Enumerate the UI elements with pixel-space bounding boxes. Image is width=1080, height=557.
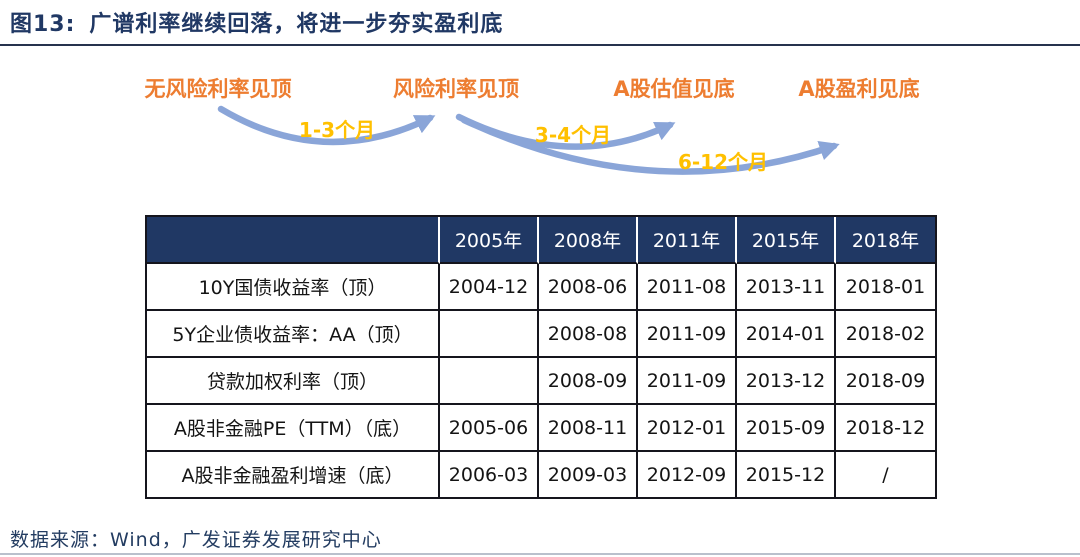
date-cell: 2011-09 <box>638 311 737 358</box>
date-cell: 2004-12 <box>440 264 539 311</box>
date-cell: 2012-09 <box>638 452 737 497</box>
date-cell: 2018-01 <box>836 264 935 311</box>
curved-arrow-icon-1-3-months <box>217 105 436 146</box>
table-row: A股非金融PE（TTM）（底） 2005-06 2008-11 2012-01 2015… <box>147 405 935 452</box>
corner-header-cell <box>147 217 440 264</box>
year-column-header: 2008年 <box>539 217 638 264</box>
date-cell: 2011-08 <box>638 264 737 311</box>
date-cell: 2005-06 <box>440 405 539 452</box>
figure-number-label: 图13: <box>10 12 76 37</box>
lag-label-1-3-months: 1-3个月 <box>298 118 376 142</box>
table-row: 10Y国债收益率（顶） 2004-12 2008-06 2011-08 2013-11 2… <box>147 264 935 311</box>
indicator-row-label: 10Y国债收益率（顶） <box>147 264 440 311</box>
stage-risk-rate-peak: 风险利率见顶 <box>393 77 519 101</box>
date-cell: 2008-09 <box>539 358 638 405</box>
table-body: 10Y国债收益率（顶） 2004-12 2008-06 2011-08 2013-11 2… <box>147 264 935 497</box>
date-cell: 2018-12 <box>836 405 935 452</box>
rate-cycle-table: 2005年 2008年 2011年 2015年 2018年 10Y国债收益率（顶） 200… <box>145 215 937 499</box>
date-cell: 2015-12 <box>737 452 836 497</box>
curved-arrow-icon-6-12-months <box>460 116 840 175</box>
date-cell <box>440 358 539 405</box>
date-cell: 2015-09 <box>737 405 836 452</box>
title-divider-line <box>0 44 1080 46</box>
date-cell: 2014-01 <box>737 311 836 358</box>
date-cell: 2008-06 <box>539 264 638 311</box>
table-head: 2005年 2008年 2011年 2015年 2018年 <box>147 217 935 264</box>
indicator-row-label: A股非金融PE（TTM）（底） <box>147 405 440 452</box>
year-column-header: 2011年 <box>638 217 737 264</box>
data-source-note: 数据来源：Wind，广发证券发展研究中心 <box>10 529 382 551</box>
stage-a-share-valuation-bottom: A股估值见底 <box>613 77 735 101</box>
date-cell: 2013-11 <box>737 264 836 311</box>
date-cell: 2018-02 <box>836 311 935 358</box>
date-cell: 2008-08 <box>539 311 638 358</box>
year-column-header: 2005年 <box>440 217 539 264</box>
table-head-row: 2005年 2008年 2011年 2015年 2018年 <box>147 217 935 264</box>
date-cell: 2009-03 <box>539 452 638 497</box>
rate-cycle-flow-diagram: 无风险利率见顶 风险利率见顶 A股估值见底 A股盈利见底 1-3个月 3-4个月… <box>0 48 1080 213</box>
stage-riskfree-rate-peak: 无风险利率见顶 <box>144 77 292 101</box>
flow-arrows-layer <box>217 105 840 175</box>
indicator-row-label: 5Y企业债收益率：AA（顶） <box>147 311 440 358</box>
figure-title-text: 广谱利率继续回落，将进一步夯实盈利底 <box>89 12 504 37</box>
indicator-row-label: 贷款加权利率（顶） <box>147 358 440 405</box>
stage-a-share-earnings-bottom: A股盈利见底 <box>798 77 920 101</box>
date-cell <box>440 311 539 358</box>
date-cell: / <box>882 463 889 486</box>
table-row: A股非金融盈利增速（底） 2006-03 2009-03 2012-09 2015-12… <box>147 452 935 497</box>
indicator-row-label: A股非金融盈利增速（底） <box>147 452 440 497</box>
lag-label-6-12-months: 6-12个月 <box>677 150 769 174</box>
year-column-header: 2018年 <box>836 217 935 264</box>
date-cell: 2011-09 <box>638 358 737 405</box>
date-cell: 2013-12 <box>737 358 836 405</box>
date-cell: 2012-01 <box>638 405 737 452</box>
table-row: 5Y企业债收益率：AA（顶） 2008-08 2011-09 2014-01 2018-… <box>147 311 935 358</box>
date-cell: 2018-09 <box>836 358 935 405</box>
table-row: 贷款加权利率（顶） 2008-09 2011-09 2013-12 2018-09 <box>147 358 935 405</box>
year-column-header: 2015年 <box>737 217 836 264</box>
lag-label-3-4-months: 3-4个月 <box>534 123 612 147</box>
figure-title: 图13: 广谱利率继续回落，将进一步夯实盈利底 <box>10 6 503 38</box>
date-cell: 2008-11 <box>539 405 638 452</box>
date-cell: 2006-03 <box>440 452 539 497</box>
bottom-divider-line <box>0 553 1080 555</box>
